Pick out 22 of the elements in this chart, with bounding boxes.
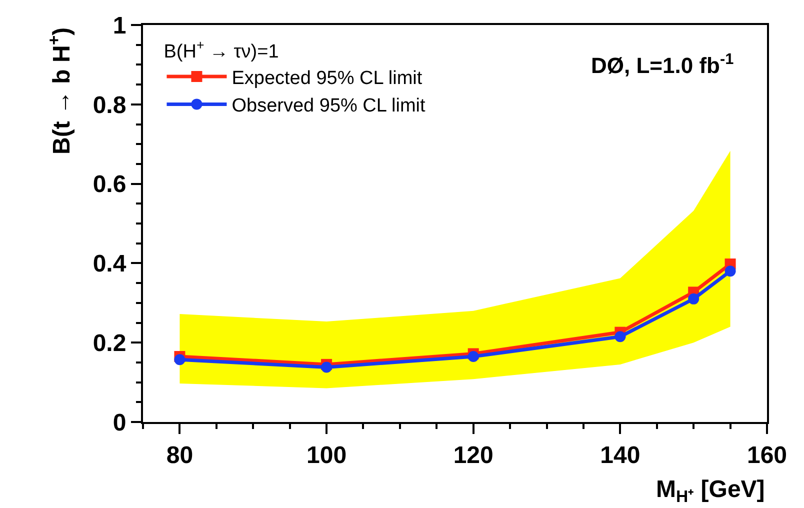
y-tick-label: 0.2	[92, 330, 126, 357]
point	[614, 331, 626, 342]
legend-label: Expected 95% CL limit	[232, 68, 423, 89]
y-tick-label: 0.4	[92, 250, 127, 278]
point	[321, 362, 332, 373]
x-tick-label: 120	[453, 442, 494, 469]
point	[468, 351, 479, 362]
y-tick-label: 0.6	[92, 171, 126, 198]
point	[174, 354, 186, 366]
y-tick-label: 0.8	[92, 92, 126, 119]
point	[724, 266, 736, 277]
x-tick-label: 160	[746, 442, 788, 469]
x-axis-title: M$_{H⁺}$ [GeV]	[656, 476, 765, 506]
annotation: DØ, L=1.0 fb$^{-1}$	[591, 51, 734, 78]
y-tick-label: 1	[112, 12, 126, 40]
y-tick-label: 0	[112, 409, 126, 436]
legend-label: Observed 95% CL limit	[232, 96, 426, 117]
legend-title: B(H$^{+}$ → τν)=1	[164, 38, 279, 63]
point	[688, 293, 700, 304]
x-tick-label: 100	[306, 442, 347, 469]
x-tick-label: 80	[166, 442, 194, 469]
x-tick-label: 140	[600, 442, 640, 469]
